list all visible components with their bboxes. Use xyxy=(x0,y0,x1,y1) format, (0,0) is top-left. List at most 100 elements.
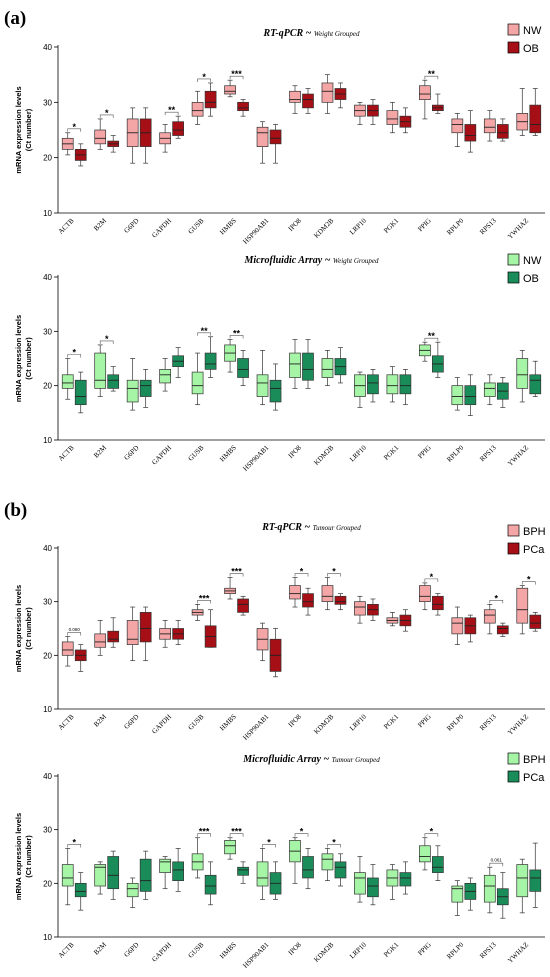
box-gapdh-ob xyxy=(172,115,184,139)
significance-bracket xyxy=(262,844,276,848)
significance-ppig: * xyxy=(424,572,439,582)
category-rplp0: RPLP0 xyxy=(445,606,477,733)
box-g6pd-bph xyxy=(126,877,139,908)
significance-label: * xyxy=(72,122,76,132)
category-rps13: RPS13 xyxy=(478,866,509,960)
significance-label: * xyxy=(527,575,531,585)
significance-ppig: ** xyxy=(424,69,439,80)
x-tick-label-ppig: PPIG xyxy=(416,444,432,460)
significance-bracket xyxy=(229,75,244,80)
significance-bracket xyxy=(294,833,309,837)
box-body xyxy=(321,358,334,378)
category-pgk1: PGK1 xyxy=(382,366,412,462)
box-ipo8-bph xyxy=(289,837,301,884)
significance-gusb: *** xyxy=(197,827,211,837)
box-rps13-pca xyxy=(496,872,509,919)
box-body xyxy=(529,614,542,629)
significance-ppig: ** xyxy=(424,331,439,341)
box-gusb-ob xyxy=(204,336,217,378)
x-tick-label-gapdh: GAPDH xyxy=(150,217,173,240)
box-body xyxy=(237,598,249,613)
significance-bracket xyxy=(67,128,82,132)
box-body xyxy=(172,861,184,881)
category-g6pd: G6PD xyxy=(123,107,152,235)
y-tick-label-30: 30 xyxy=(43,598,52,607)
significance-kdm2b: * xyxy=(327,837,341,848)
category-pgk1: PGK1 xyxy=(382,609,412,731)
legend-label-bph: BPH xyxy=(523,526,546,538)
legend-swatch-bph xyxy=(507,752,520,765)
box-kdm2b-pca xyxy=(334,593,347,611)
significance-label: * xyxy=(495,593,499,603)
significance-label: ** xyxy=(201,326,209,336)
box-body xyxy=(289,90,301,103)
box-body xyxy=(302,93,314,109)
category-ywhaz: YWHAZ xyxy=(506,350,542,468)
x-tick-label-ywhaz: YWHAZ xyxy=(506,444,530,468)
box-gapdh-nw xyxy=(159,358,171,392)
category-g6pd: G6PD xyxy=(123,358,152,462)
box-g6pd-ob xyxy=(139,107,152,164)
category-gapdh: GAPDH xyxy=(150,848,184,963)
x-tick-label-lrp10: LRP10 xyxy=(348,216,368,236)
significance-label: ** xyxy=(428,331,436,341)
box-lrp10-ob xyxy=(367,99,379,125)
box-hsp90ab1-nw xyxy=(256,121,269,164)
box-body xyxy=(367,374,379,395)
box-ppig-nw xyxy=(419,341,431,362)
box-ywhaz-pca xyxy=(529,842,542,908)
significance-hsp90ab1: * xyxy=(262,837,276,848)
box-kdm2b-ob xyxy=(334,82,347,109)
box-body xyxy=(367,877,379,898)
x-tick-label-g6pd: G6PD xyxy=(123,444,141,462)
box-body xyxy=(256,126,269,147)
y-axis-label: mRNA expression levels(Ct number) xyxy=(14,315,33,402)
category-actb: ACTB xyxy=(57,636,87,732)
box-body xyxy=(302,593,314,608)
box-lrp10-nw xyxy=(354,101,366,125)
significance-bracket xyxy=(327,844,341,848)
category-kdm2b: KDM2B xyxy=(312,347,347,467)
box-rps13-ob xyxy=(496,377,509,408)
x-tick-label-ipo8: IPO8 xyxy=(287,712,303,728)
box-body xyxy=(139,858,152,892)
box-ppig-bph xyxy=(419,837,431,871)
category-lrp10: LRP10 xyxy=(348,99,379,236)
y-tick-label-20: 20 xyxy=(43,651,52,660)
y-tick-label-40: 40 xyxy=(43,273,52,282)
box-ywhaz-pca xyxy=(529,612,542,632)
category-pgk1: PGK1 xyxy=(382,861,412,959)
box-rps13-nw xyxy=(483,374,496,406)
box-b2m-pca xyxy=(107,617,120,648)
x-tick-label-ipo8: IPO8 xyxy=(287,443,303,459)
x-tick-label-kdm2b: KDM2B xyxy=(312,941,335,964)
box-body xyxy=(94,633,107,648)
y-axis-label: mRNA expression levels(Ct number) xyxy=(14,813,33,900)
box-rplp0-bph xyxy=(451,606,464,645)
significance-ppig: * xyxy=(424,827,439,837)
box-body xyxy=(386,374,399,395)
box-hmbs-bph xyxy=(224,837,236,860)
box-body xyxy=(159,858,171,873)
category-ppig: PPIG xyxy=(416,582,444,729)
category-gapdh: GAPDH xyxy=(150,620,184,736)
significance-bracket xyxy=(489,600,504,604)
significance-bracket xyxy=(164,111,179,116)
x-tick-label-pgk1: PGK1 xyxy=(382,216,400,234)
box-ipo8-nw xyxy=(289,85,301,114)
category-kdm2b: KDM2B xyxy=(312,74,347,240)
significance-hmbs: *** xyxy=(229,69,244,80)
chart-title-main: RT-qPCR ~ xyxy=(263,28,314,39)
x-tick-label-gapdh: GAPDH xyxy=(150,713,173,736)
box-ywhaz-bph xyxy=(516,858,529,914)
box-actb-pca xyxy=(74,872,87,911)
box-body xyxy=(321,82,334,103)
box-body xyxy=(432,856,444,873)
box-rplp0-ob xyxy=(464,374,477,416)
significance-label: * xyxy=(332,567,336,577)
chart-1: RT-qPCR ~ Weight Grouped mRNA expression … xyxy=(14,23,545,246)
x-tick-label-rps13: RPS13 xyxy=(478,712,498,732)
significance-label: * xyxy=(105,334,109,344)
category-b2m: B2M xyxy=(92,118,120,233)
box-gusb-bph xyxy=(191,837,204,879)
